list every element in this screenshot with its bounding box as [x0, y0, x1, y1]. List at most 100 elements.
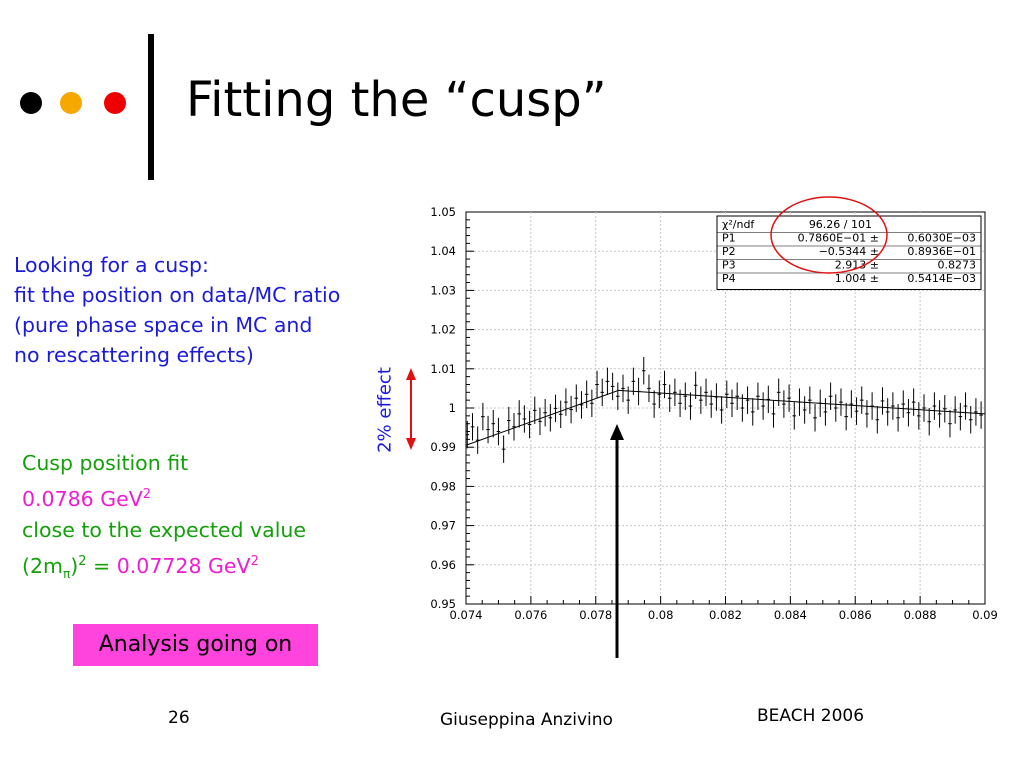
data-point	[574, 384, 579, 412]
data-point	[963, 392, 968, 420]
data-point	[548, 404, 553, 432]
y-tick-label: 1	[449, 401, 456, 415]
data-point	[766, 385, 771, 414]
data-points	[465, 357, 983, 463]
y-tick-label: 1.01	[430, 362, 456, 376]
data-point	[854, 397, 859, 425]
data-point	[693, 371, 698, 399]
y-tick-label: 0.95	[430, 597, 456, 611]
data-point	[470, 413, 475, 441]
data-point	[522, 405, 527, 433]
stats-param-error: 0.6030E−03	[907, 232, 976, 245]
stats-param-error: 0.5414E−03	[907, 272, 976, 285]
expected-sup: 2	[78, 553, 87, 569]
y-tick-label: 1.03	[430, 283, 456, 297]
data-point	[740, 394, 745, 422]
data-point	[512, 413, 516, 441]
data-point	[802, 396, 807, 424]
x-tick-label: 0.074	[450, 608, 483, 622]
analysis-status-label: Analysis going on	[73, 624, 318, 666]
data-point	[543, 398, 547, 427]
data-point	[922, 394, 926, 422]
description-line-4: no rescattering effects)	[14, 343, 254, 367]
data-point	[828, 382, 833, 410]
cusp-search-description: Looking for a cusp: fit the position on …	[14, 250, 340, 370]
stats-param-name: P1	[722, 232, 736, 245]
data-point	[813, 404, 817, 432]
data-point	[501, 435, 506, 463]
data-point	[927, 408, 932, 436]
data-point	[891, 392, 895, 420]
data-point	[486, 415, 490, 444]
pi-subscript: π	[63, 566, 71, 581]
data-point	[979, 401, 983, 429]
data-point	[673, 378, 677, 407]
cusp-pointer-arrow	[610, 424, 624, 658]
red-bullet-icon	[104, 92, 126, 114]
data-point	[942, 395, 947, 423]
stats-param-name: P2	[722, 245, 736, 258]
data-point	[792, 402, 797, 430]
expected-value-sup: 2	[250, 553, 259, 569]
x-tick-label: 0.088	[904, 608, 937, 622]
data-point	[782, 390, 786, 418]
data-point	[558, 400, 563, 428]
data-point	[953, 396, 957, 424]
expected-value: 0.07728 GeV	[116, 553, 251, 578]
stats-param-value: 2.913 ±	[835, 259, 879, 272]
data-point	[564, 388, 568, 416]
data-point	[688, 392, 693, 420]
data-point	[750, 398, 755, 426]
data-point	[859, 386, 864, 414]
data-point	[657, 380, 662, 408]
data-point	[968, 406, 973, 434]
data-point	[787, 384, 791, 412]
black-bullet-icon	[20, 92, 42, 114]
data-point	[641, 357, 646, 385]
data-point	[590, 389, 594, 418]
data-point	[584, 380, 589, 408]
data-point	[745, 386, 750, 414]
data-point	[527, 410, 532, 439]
data-point	[667, 384, 672, 412]
data-point	[880, 387, 885, 415]
page-number: 26	[168, 708, 190, 728]
stats-param-value: 1.004 ±	[835, 272, 879, 285]
data-point	[735, 382, 739, 410]
fit-result-line-3: close to the expected value	[22, 517, 307, 542]
stats-param-value: 96.26 / 101	[809, 218, 872, 231]
data-point	[974, 398, 978, 426]
fit-result-value: 0.0786 GeV2	[22, 479, 306, 515]
data-point	[839, 388, 843, 416]
data-point	[532, 396, 537, 425]
x-tick-label: 0.078	[579, 608, 612, 622]
data-point	[491, 409, 496, 438]
axis-ticks: 0.074 0.076 0.078 0.08 0.082 0.084 0.086 0.088 0…	[430, 205, 997, 622]
x-tick-label: 0.09	[972, 608, 998, 622]
stats-box-frame	[716, 215, 982, 290]
footer-author: Giuseppina Anzivino	[440, 710, 613, 730]
expected-equals: =	[86, 553, 117, 578]
data-point	[569, 395, 573, 424]
data-point	[844, 402, 848, 431]
y-tick-label: 1.02	[430, 323, 456, 337]
data-point	[538, 407, 542, 436]
data-point	[595, 370, 599, 399]
stats-param-name: P3	[722, 259, 736, 272]
expected-value-line: (2mπ)2 = 0.07728 GeV2	[22, 553, 259, 581]
data-point	[958, 402, 963, 431]
data-point	[481, 402, 485, 431]
data-point	[605, 367, 610, 396]
fit-result-line-1: Cusp position fit	[22, 451, 189, 475]
data-point	[496, 417, 501, 446]
data-point	[719, 396, 724, 424]
data-point	[937, 400, 942, 428]
data-point	[662, 370, 667, 399]
expected-prefix: (2m	[22, 553, 64, 578]
cusp-fit-result: Cusp position fit 0.0786 GeV2 close to t…	[22, 448, 306, 590]
data-point	[901, 390, 906, 418]
data-point	[600, 378, 605, 407]
data-point	[808, 386, 812, 414]
data-point	[932, 392, 937, 420]
highlight-ellipse	[770, 196, 888, 274]
